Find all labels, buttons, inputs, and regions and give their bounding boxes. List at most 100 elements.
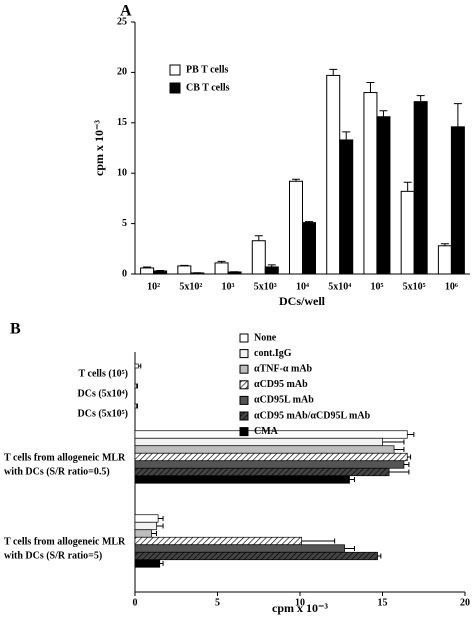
error-bar [136,403,138,409]
x-tick-label: 15 [378,597,388,608]
legend-label: αCD95 mAb/αCD95L mAb [254,410,371,421]
error-bar [143,266,152,268]
bar-hatch [135,468,390,476]
error-bar [403,181,412,192]
legend-hatch [240,380,248,389]
bar [134,403,137,409]
x-axis-label: DCs/well [279,294,326,308]
error-bar [349,477,355,482]
y-tick-label: 20 [117,67,127,78]
panel-title: B [10,321,21,338]
bar [413,101,428,275]
y-tick-label: T cells from allogeneic MLR [4,536,126,547]
bar-hatch [135,537,302,545]
y-tick-label: DCs (5x10⁵) [78,408,129,419]
x-tick-label: 10 [295,597,305,608]
bar [134,445,395,454]
bar [177,265,192,275]
error-bar [453,103,462,127]
bar-hatch [135,552,378,560]
bar [140,267,155,275]
bar [289,180,303,275]
x-axis-label: cpm x 10⁻³ [272,601,328,615]
bar [251,240,266,275]
x-tick-label: 0 [133,597,138,608]
legend-label: PB T cells [186,64,229,75]
error-bar [156,269,165,271]
y-tick-label: 15 [117,117,127,128]
error-bar [382,439,405,445]
y-tick-label: 25 [117,16,127,27]
bar [227,271,242,275]
y-tick-label: DCs (5x10⁴) [78,388,129,399]
bar [376,116,391,275]
error-bar [342,131,351,140]
bar [134,559,161,568]
bar [134,437,383,447]
error-bar [158,516,164,521]
x-tick-label: 5x10² [179,281,202,292]
bar [437,245,452,275]
panel-title: A [120,3,132,20]
legend-label: CB T cells [186,82,230,93]
error-bar [389,469,410,475]
legend-swatch [169,64,181,76]
bar [214,262,229,275]
legend-swatch [239,427,249,437]
error-bar [329,68,338,76]
error-bar [407,432,415,437]
x-tick-label: 5 [215,597,220,608]
legend-swatch [239,364,249,374]
legend-swatch [239,333,249,343]
error-bar [305,221,313,223]
error-bar [254,235,263,241]
bar [363,92,378,275]
x-tick-label: 10⁵ [370,281,383,292]
y-tick-label: T cells from allogeneic MLR [4,452,126,463]
error-bar [156,523,164,529]
error-bar [407,454,412,460]
bar-hatch [135,453,408,461]
bar [134,514,159,523]
bar [326,74,341,275]
y-tick-label: with DCs (S/R ratio=0.5) [4,466,110,477]
y-tick-label: with DCs (S/R ratio=5) [4,550,102,561]
legend-label: cont.IgG [254,348,292,359]
y-tick-label: 10 [117,167,127,178]
legend-label: CMA [254,426,279,437]
bar [134,460,405,469]
bar [134,544,345,553]
y-axis-label: cpm x 10⁻³ [92,120,106,176]
x-tick-label: 5x10⁴ [328,281,351,292]
error-bar [136,383,138,389]
bar [400,190,415,275]
error-bar [416,95,425,102]
bar [153,270,168,275]
legend-swatch [169,82,181,94]
error-bar [440,243,449,246]
legend-label: αTNF-α mAb [254,363,313,374]
error-bar [344,546,355,551]
x-tick-label: 10³ [222,281,235,292]
bar [134,529,152,538]
error-bar [267,264,276,267]
bar [134,383,137,389]
error-bar [394,447,405,452]
error-bar [138,363,142,369]
y-tick-label: T cells (10⁵) [79,368,128,379]
x-tick-label: 10² [147,281,160,292]
bar [450,126,465,275]
y-tick-label: 0 [122,268,127,279]
bar [339,139,354,275]
x-tick-label: 20 [460,597,470,608]
error-bar [217,260,226,263]
error-bar [301,538,336,544]
legend-swatch [239,395,249,405]
bar [134,363,139,369]
y-tick-label: 5 [122,218,127,229]
error-bar [377,553,382,559]
error-bar [159,561,164,566]
error-bar [379,110,388,117]
x-tick-label: 10⁶ [445,281,458,292]
